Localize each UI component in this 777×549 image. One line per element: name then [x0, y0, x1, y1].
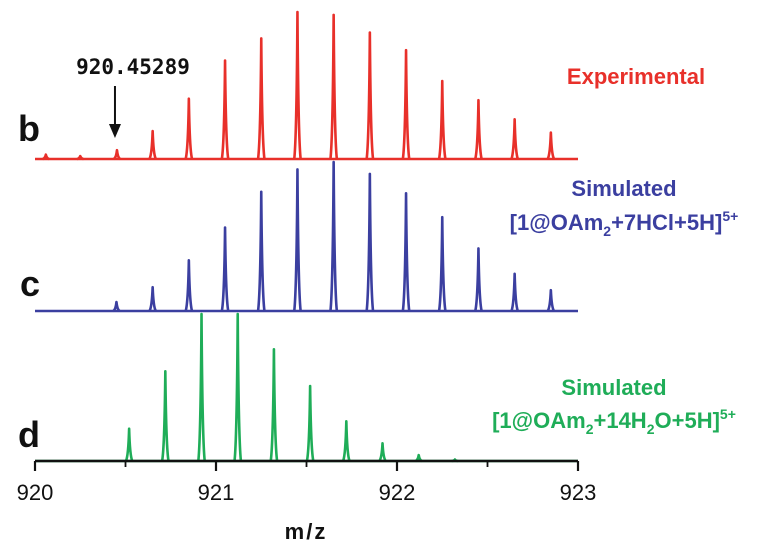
x-axis-ticks: 920 921 922 923	[17, 461, 597, 505]
series-c-label: [1@OAm2+7HCl+5H]5+	[510, 208, 739, 239]
series-c-peak	[256, 190, 266, 312]
series-d-peak	[378, 442, 387, 462]
panel-labels: b Experimental c Simulated [1@OAm2+7HCl+5H]5…	[18, 64, 738, 455]
series-d-peak	[197, 312, 207, 462]
series-c	[35, 160, 578, 313]
series-b-peak	[184, 97, 194, 160]
series-c-peak	[112, 300, 121, 313]
series-b-peak	[256, 37, 266, 160]
x-tick-label: 922	[379, 480, 416, 505]
series-b-peak	[113, 148, 121, 161]
series-c-peak	[148, 285, 158, 312]
annotation-arrowhead	[108, 124, 121, 138]
series-d-peak	[341, 420, 351, 462]
series-b-peak	[292, 10, 302, 160]
series-b-peak	[437, 79, 447, 160]
series-b-peak	[148, 129, 158, 160]
series-c-peak	[546, 288, 556, 312]
series-c-peak	[510, 272, 520, 312]
series-d-peak	[233, 312, 243, 462]
series-b-peak	[42, 153, 50, 161]
series-d-peak	[160, 370, 170, 462]
series-b-peak	[546, 131, 556, 160]
series-c-peak	[329, 160, 339, 312]
panel-letter-c: c	[20, 263, 40, 304]
series-b-peak	[329, 13, 339, 160]
panel-letter-b: b	[18, 108, 40, 149]
series-c-peak	[220, 226, 230, 312]
series-b-peak	[220, 59, 230, 160]
series-c-peak	[473, 247, 483, 312]
series-b	[35, 10, 578, 161]
spectra-layer	[35, 10, 578, 463]
series-d-peak	[269, 347, 279, 462]
series-b-peak	[365, 31, 375, 160]
series-c-peak	[365, 172, 375, 312]
series-d	[35, 312, 578, 463]
series-c-label: Simulated	[571, 176, 676, 201]
series-d-peak	[305, 384, 315, 462]
series-b-peak	[510, 118, 520, 160]
series-d-label: Simulated	[561, 375, 666, 400]
series-d-label: [1@OAm2+14H2O+5H]5+	[492, 406, 736, 437]
series-b-peak	[473, 98, 483, 160]
series-c-peak	[401, 191, 411, 312]
series-b-peak	[401, 48, 411, 160]
peak-annotation-label: 920.45289	[76, 55, 190, 79]
series-b-peak	[76, 154, 84, 161]
panel-letter-d: d	[18, 414, 40, 455]
series-c-peak	[292, 168, 302, 312]
series-d-peak	[124, 427, 134, 462]
x-tick-label: 921	[198, 480, 235, 505]
annotations: 920.45289	[76, 55, 190, 138]
series-c-peak	[184, 259, 194, 312]
x-tick-label: 920	[17, 480, 54, 505]
series-c-peak	[437, 215, 447, 312]
x-tick-label: 923	[560, 480, 597, 505]
series-b-label: Experimental	[567, 64, 705, 89]
x-axis-title: m/z	[285, 519, 328, 544]
